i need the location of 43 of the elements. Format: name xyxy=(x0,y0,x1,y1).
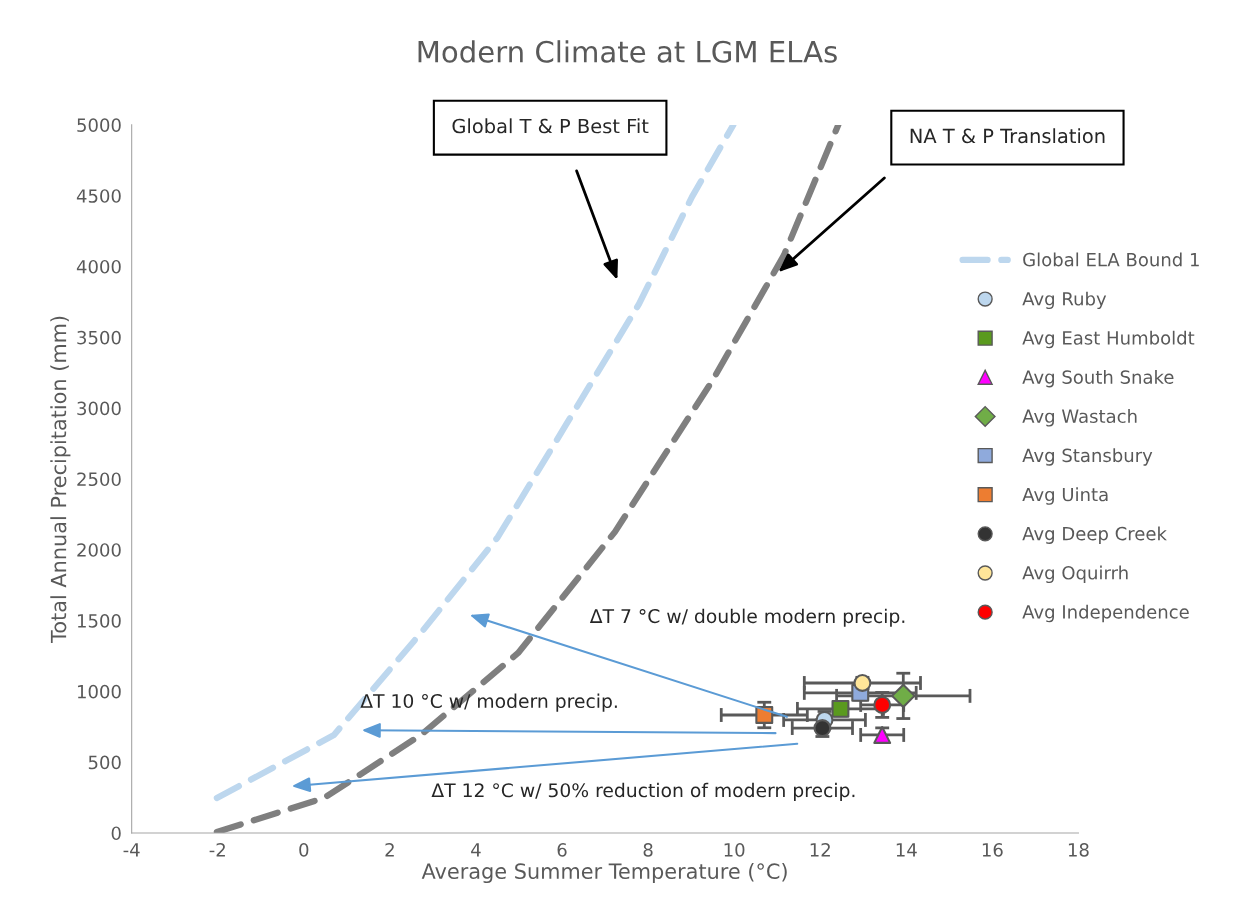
x-tick-label: -2 xyxy=(209,843,225,857)
x-tick-label: 8 xyxy=(643,843,653,857)
legend-label: Avg Ruby xyxy=(1022,291,1107,310)
legend-label: Global ELA Bound 1 xyxy=(1023,252,1199,267)
y-tick-label: 4000 xyxy=(76,259,121,274)
legend-label: Avg Deep Creek xyxy=(1022,526,1167,544)
annotation: Global T & P Best Fit xyxy=(452,118,649,134)
point xyxy=(873,695,892,714)
y-tick-label: 5000 xyxy=(77,118,121,133)
y-tick-label: 4500 xyxy=(76,189,121,203)
x-tick-label: 14 xyxy=(896,843,917,857)
y-tick-label: 2500 xyxy=(77,472,121,487)
legend-label: Avg South Snake xyxy=(1022,369,1174,388)
x-tick-label: 10 xyxy=(724,843,745,857)
legend-label: Avg Oquirrh xyxy=(1022,565,1128,584)
y-tick-label: 1000 xyxy=(77,684,121,699)
x-axis-title: Average Summer Temperature (°C) xyxy=(421,862,787,884)
y-tick-label: 3000 xyxy=(77,401,121,416)
x-tick-label: 16 xyxy=(982,843,1003,857)
y-tick-label: 500 xyxy=(88,755,121,770)
y-tick-label: 1500 xyxy=(77,614,121,628)
x-tick-label: 6 xyxy=(557,843,567,857)
x-tick-label: -4 xyxy=(123,843,140,857)
x-tick-label: 12 xyxy=(810,843,830,857)
x-tick-label: 4 xyxy=(471,843,481,857)
y-tick-label: 0 xyxy=(111,826,121,841)
legend-label: Avg Stansbury xyxy=(1022,448,1153,466)
y-tick-label: 2000 xyxy=(77,543,121,557)
y-tick-label: 3500 xyxy=(77,330,121,345)
legend-label: Avg Uinta xyxy=(1022,487,1108,505)
annotation: NA T & P Translation xyxy=(910,128,1105,144)
point xyxy=(873,726,892,744)
y-axis-title: Total Annual Precipitation (mm) xyxy=(50,316,71,643)
x-tick-label: 2 xyxy=(385,843,394,857)
x-tick-label: 0 xyxy=(299,843,309,857)
chart-title: Modern Climate at LGM ELAs xyxy=(418,40,837,63)
x-tick-label: 18 xyxy=(1068,843,1089,857)
legend-label: Avg Wastach xyxy=(1022,409,1137,427)
legend-label: Avg Independence xyxy=(1022,604,1189,623)
annotation: ΔT 12 °C w/ 50% reduction of modern precip. xyxy=(431,782,855,801)
point xyxy=(891,683,916,709)
legend-label: Avg East Humboldt xyxy=(1022,330,1195,349)
annotation: ΔT 7 °C w/ double modern precip. xyxy=(589,608,905,627)
